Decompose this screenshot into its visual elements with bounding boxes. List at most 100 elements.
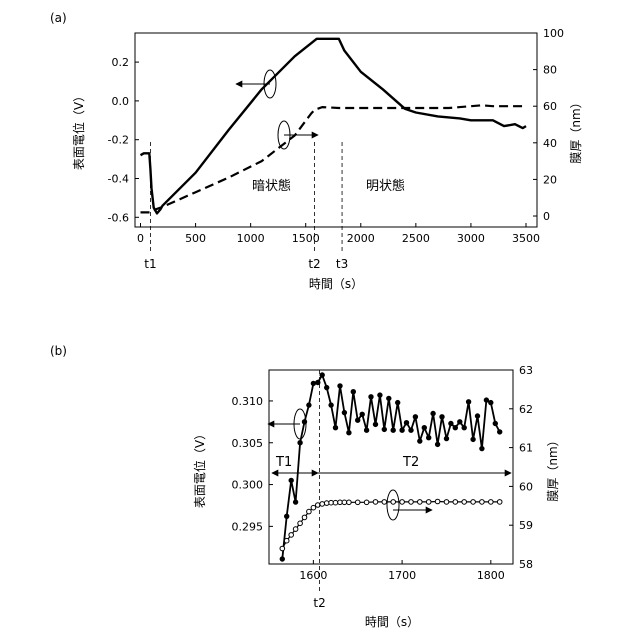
x-axis-title-a: 時間（s）: [309, 277, 363, 291]
y-right-tick-label: 100: [543, 27, 564, 40]
data-point-left: [298, 441, 302, 445]
data-point-right: [298, 521, 303, 526]
data-point-right: [280, 546, 285, 551]
t2-label: T2: [402, 455, 419, 470]
data-point-left: [435, 442, 439, 446]
panel-label-a: (a): [50, 11, 67, 25]
data-point-right: [320, 502, 325, 507]
data-point-left: [347, 431, 351, 435]
data-point-left: [480, 446, 484, 450]
right-axis-indicator-b: [387, 490, 432, 520]
x-tick-label: 500: [185, 232, 206, 245]
data-point-left: [333, 426, 337, 430]
data-point-right: [289, 533, 294, 538]
data-point-left: [489, 400, 493, 404]
data-point-left: [391, 428, 395, 432]
data-point-left: [293, 500, 297, 504]
left-axis-indicator-b: [268, 409, 306, 439]
data-point-left: [280, 557, 284, 561]
data-point-right: [418, 500, 423, 505]
left-axis-indicator-a: [236, 70, 276, 98]
data-point-left: [396, 400, 400, 404]
t1-interval: T1: [272, 455, 320, 473]
y-right-tick-label: 59: [519, 519, 533, 532]
data-point-left: [484, 398, 488, 402]
data-point-left: [320, 373, 324, 377]
data-point-left: [440, 415, 444, 419]
data-point-left: [378, 393, 382, 397]
data-point-left: [471, 437, 475, 441]
y-left-tick-label: 0.0: [112, 95, 130, 108]
y-left-tick-label: -0.4: [108, 173, 129, 186]
data-point-left: [342, 410, 346, 414]
y-right-tick-label: 61: [519, 442, 533, 455]
x-tick-label: 1600: [299, 569, 327, 582]
data-point-left: [400, 428, 404, 432]
x-tick-label: 3500: [512, 232, 540, 245]
y-right-tick-label: 80: [543, 64, 557, 77]
data-point-right: [435, 499, 440, 504]
data-point-left: [466, 400, 470, 404]
data-point-left: [285, 514, 289, 518]
data-point-right: [382, 500, 387, 505]
marker-label-t2: t2: [308, 257, 320, 271]
x-tick-label: 1500: [292, 232, 320, 245]
marker-label-t2: t2: [313, 596, 325, 610]
data-point-left: [453, 426, 457, 430]
x-tick-label: 3000: [457, 232, 485, 245]
dark-state-label: 暗状態: [252, 178, 291, 194]
data-point-left: [444, 436, 448, 440]
data-point-right: [391, 500, 396, 505]
data-point-left: [338, 384, 342, 388]
y-left-tick-label: 0.295: [232, 520, 264, 533]
data-point-left: [449, 421, 453, 425]
data-point-left: [493, 421, 497, 425]
data-point-right: [302, 515, 307, 520]
data-point-right: [453, 500, 458, 505]
plot-frame-a: [135, 33, 537, 227]
y-axis-title-right-b: 膜厚（nm）: [546, 434, 560, 501]
y-left-tick-label: 0.2: [112, 56, 130, 69]
y-axis-title-left-b: 表面電位（V）: [192, 428, 207, 508]
panel-label-b: (b): [50, 344, 67, 358]
data-point-left: [356, 418, 360, 422]
data-point-right: [342, 500, 347, 505]
y-left-tick-label: -0.6: [108, 211, 129, 224]
data-point-right: [284, 538, 289, 543]
data-point-left: [360, 412, 364, 416]
data-point-left: [289, 478, 293, 482]
x-tick-label: 1000: [237, 232, 265, 245]
y-right-tick-label: 63: [519, 364, 533, 377]
y-right-tick-label: 62: [519, 403, 533, 416]
marker-label-t3: t3: [336, 257, 348, 271]
y-axis-title-right-a: 膜厚（nm）: [569, 96, 583, 163]
data-point-right: [364, 500, 369, 505]
data-point-left: [307, 403, 311, 407]
data-point-right: [373, 500, 378, 505]
y-left-tick-label: -0.2: [108, 134, 129, 147]
data-point-left: [475, 414, 479, 418]
data-point-left: [418, 439, 422, 443]
data-point-left: [311, 381, 315, 385]
data-point-right: [462, 500, 467, 505]
t1-label: T1: [275, 455, 292, 470]
y-right-tick-label: 60: [519, 480, 533, 493]
y-right-tick-label: 58: [519, 558, 533, 571]
x-tick-label: 2000: [347, 232, 375, 245]
data-point-right: [409, 500, 414, 505]
markers-a: t1 t2 t3: [144, 142, 348, 271]
data-point-right: [307, 509, 312, 514]
data-point-left: [387, 396, 391, 400]
data-point-left: [329, 403, 333, 407]
data-point-right: [497, 500, 502, 505]
data-point-left: [413, 415, 417, 419]
data-point-left: [382, 427, 386, 431]
series-line-right: [141, 105, 527, 212]
marker-label-t1: t1: [144, 257, 156, 271]
light-state-label: 明状態: [366, 178, 405, 194]
y-right-tick-label: 0: [543, 210, 550, 223]
panel-a: (a) 05001000150020002500300035000.20.0-0…: [50, 11, 583, 291]
y-axis-title-left-a: 表面電位（V）: [71, 90, 86, 170]
data-point-right: [426, 500, 431, 505]
